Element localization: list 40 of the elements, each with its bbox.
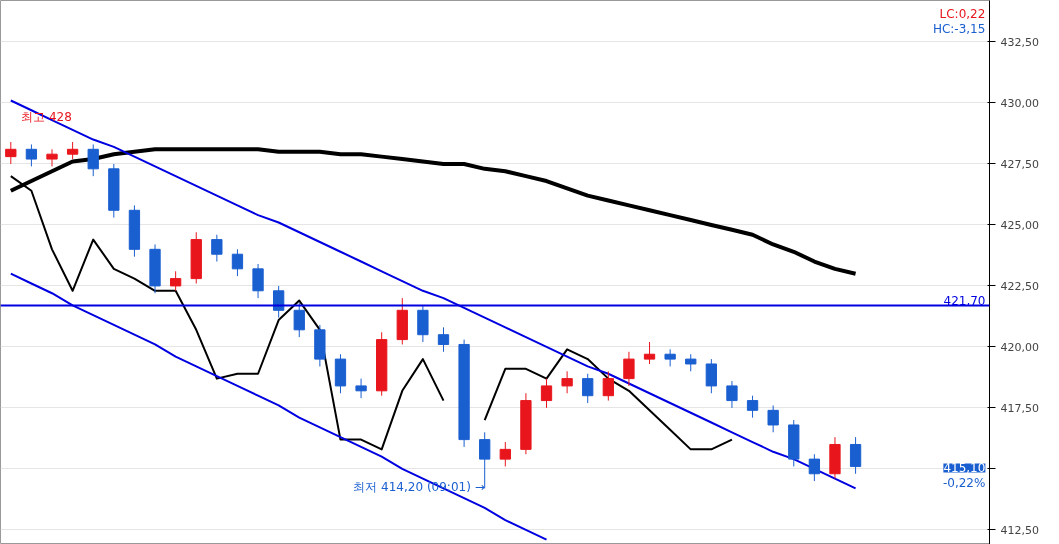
candlestick (582, 373, 594, 404)
candlestick (499, 441, 511, 467)
y-tick-label: 425,00 (1000, 218, 1039, 232)
candlestick (211, 234, 223, 263)
candlestick (5, 141, 17, 165)
y-tick-label: 427,50 (1000, 157, 1039, 171)
candlestick (664, 348, 676, 367)
candlestick (25, 143, 38, 167)
text: 415,10 (943, 461, 986, 476)
text: -0,22% (942, 475, 986, 490)
annotation: 최고 428 (21, 109, 72, 124)
y-tick-label: 420,00 (1000, 340, 1039, 354)
candlestick (643, 341, 656, 365)
candlestick (705, 358, 717, 394)
candlestick (252, 263, 264, 299)
candlestick (87, 143, 99, 177)
candlestick (46, 148, 58, 167)
y-tick-label: 412,50 (1000, 523, 1039, 537)
candlestick (540, 378, 553, 409)
candlestick (849, 436, 862, 475)
candlestick (767, 404, 779, 433)
candlestick (273, 285, 285, 319)
candlestick (293, 302, 305, 338)
candlestick (623, 351, 635, 387)
candlestick (561, 370, 573, 394)
candlestick (169, 270, 182, 292)
candlestick (602, 370, 614, 402)
y-tick-label: 422,50 (1000, 279, 1039, 293)
y-tick-label: 432,50 (1000, 35, 1039, 49)
candlestick (231, 248, 244, 277)
candlestick (746, 395, 759, 419)
text: HC:-3,15 (932, 21, 986, 36)
y-tick-label: 417,50 (1000, 401, 1039, 415)
candlestick (355, 378, 367, 399)
y-tick-label: 430,00 (1000, 96, 1039, 110)
text: LC:0,22 (939, 7, 986, 22)
candlestick (726, 380, 738, 409)
ref-line-label: 421,70 (943, 294, 986, 309)
candlestick (808, 453, 821, 482)
candlestick (437, 326, 450, 353)
